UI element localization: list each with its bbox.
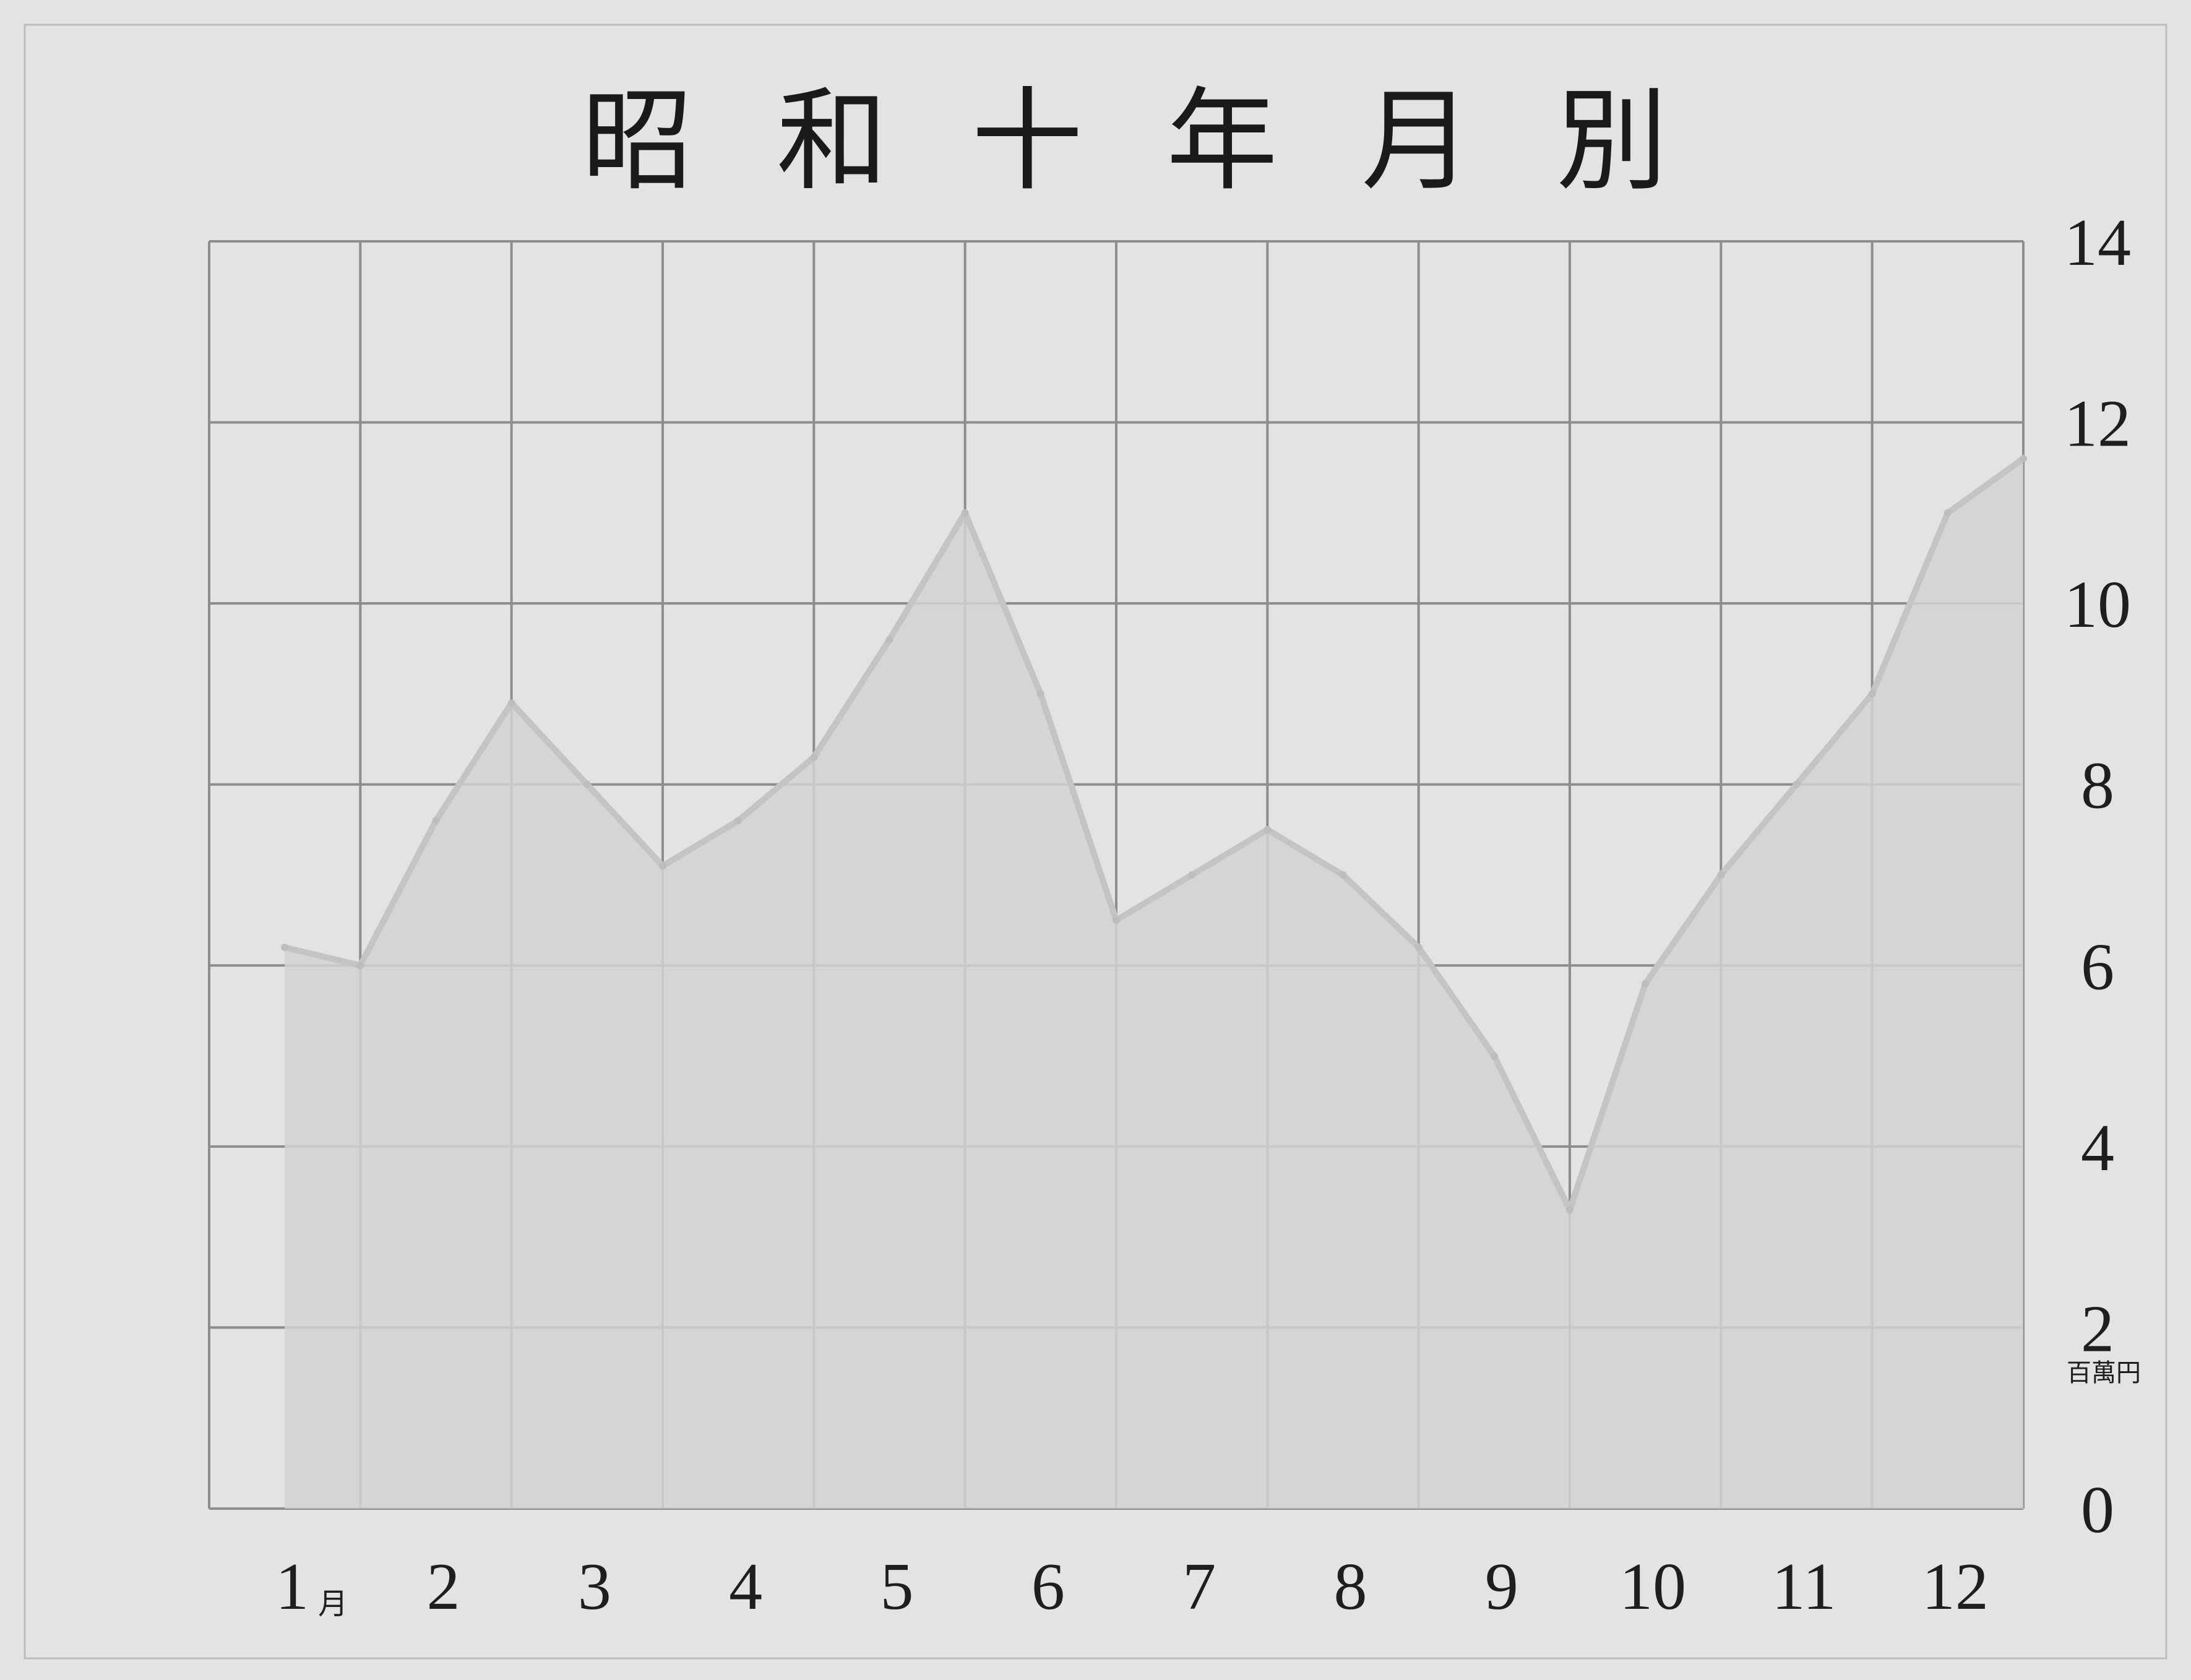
- data-point: [1943, 509, 1952, 517]
- data-point: [356, 962, 364, 970]
- title-char: 別: [1556, 77, 1668, 206]
- data-point: [281, 944, 289, 952]
- data-point: [1414, 944, 1423, 952]
- data-point: [734, 817, 743, 825]
- data-point: [1717, 871, 1725, 879]
- x-tick-label: 11: [1772, 1550, 1836, 1624]
- series-line: [284, 456, 2025, 1213]
- title-char: 十: [971, 77, 1083, 206]
- title-char: 年: [1166, 77, 1278, 206]
- data-point: [1793, 780, 1801, 788]
- y-tick-label: 12: [2064, 387, 2131, 461]
- y-tick-label: 14: [2064, 206, 2131, 280]
- y-axis-ticks: 0 2 4 6 8 10 12 14: [2064, 206, 2131, 1547]
- page-frame: [24, 24, 2167, 1660]
- title-char: 和: [777, 77, 888, 206]
- data-point: [1188, 871, 1196, 879]
- y-tick-label: 8: [2081, 749, 2114, 823]
- data-point: [1868, 690, 1876, 698]
- y-tick-label: 2: [2081, 1292, 2114, 1366]
- x-tick-label: 12: [1922, 1550, 1989, 1624]
- data-point: [432, 817, 440, 825]
- y-tick-label: 10: [2064, 568, 2131, 642]
- data-point: [659, 862, 666, 870]
- x-tick-label: 9: [1485, 1550, 1518, 1624]
- month-suffix-label: 月: [318, 1587, 348, 1621]
- x-tick-label: 10: [1619, 1550, 1686, 1624]
- y-unit-label: 百萬円: [2067, 1359, 2141, 1387]
- data-point: [583, 780, 591, 788]
- y-tick-label: 4: [2081, 1111, 2114, 1185]
- x-tick-label: 7: [1182, 1550, 1216, 1624]
- x-tick-label: 8: [1334, 1550, 1367, 1624]
- data-point: [1339, 871, 1347, 879]
- data-point: [810, 753, 818, 761]
- title-char: 月: [1361, 77, 1473, 206]
- data-point: [961, 509, 969, 517]
- data-point: [1566, 1206, 1573, 1214]
- data-point: [1263, 825, 1272, 834]
- data-series: [281, 455, 2027, 1509]
- chart-title: 昭和十年月別: [582, 77, 1668, 206]
- x-axis-ticks: 1 月 2 3 4 5 6 7 8 9 10 11 12: [275, 1550, 1989, 1624]
- data-point: [1642, 980, 1650, 988]
- x-tick-label: 5: [880, 1550, 914, 1624]
- x-tick-label: 4: [729, 1550, 762, 1624]
- data-point: [1113, 916, 1120, 924]
- data-point: [885, 635, 893, 644]
- data-point: [1490, 1052, 1498, 1060]
- x-tick-label: 2: [427, 1550, 460, 1624]
- series-area: [285, 459, 2023, 1509]
- x-tick-label: 1: [275, 1550, 309, 1624]
- x-tick-label: 3: [578, 1550, 611, 1624]
- x-tick-label: 6: [1031, 1550, 1065, 1624]
- data-point: [2020, 455, 2027, 463]
- y-tick-label: 6: [2081, 930, 2114, 1004]
- title-char: 昭: [582, 77, 693, 206]
- y-tick-label: 0: [2081, 1473, 2114, 1547]
- data-point: [507, 699, 515, 707]
- data-point: [1036, 690, 1044, 698]
